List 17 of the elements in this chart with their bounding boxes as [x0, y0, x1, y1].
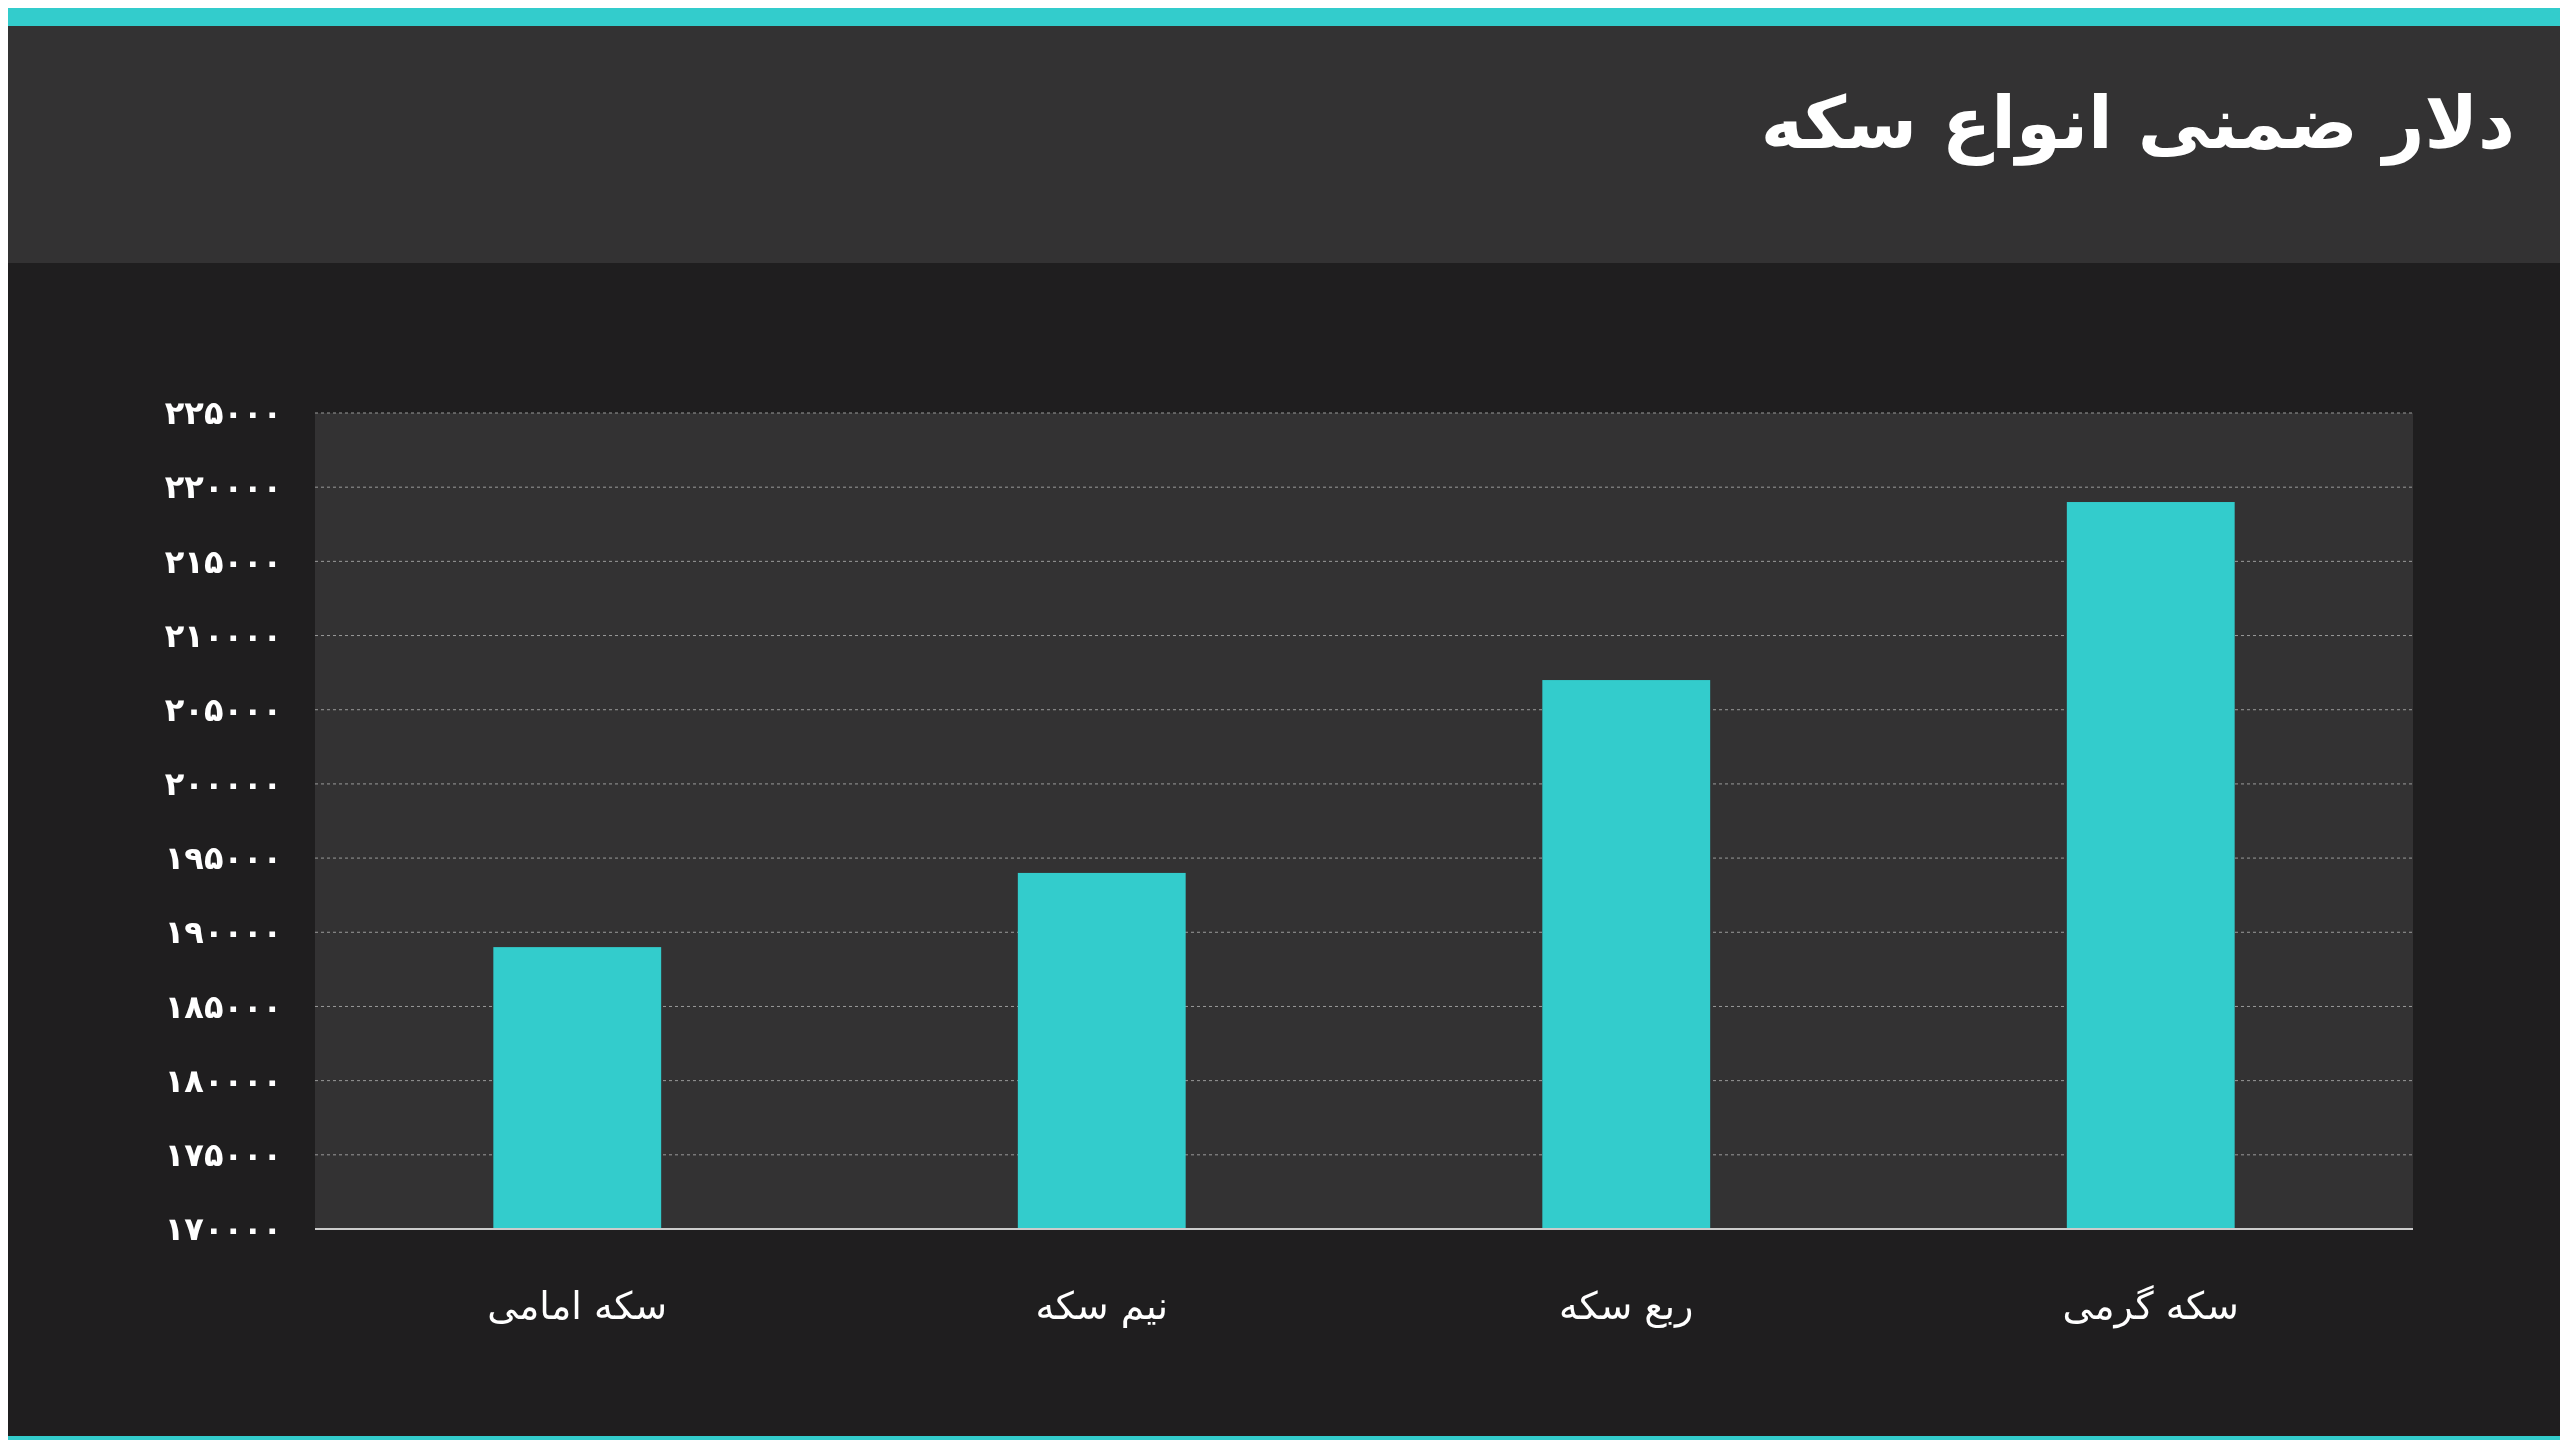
x-tick-label: سکه امامی — [487, 1284, 668, 1328]
y-tick-label: ۲۰۰۰۰۰ — [164, 765, 282, 804]
y-tick-label: ۲۲۰۰۰۰ — [164, 468, 282, 507]
y-tick-label: ۱۸۰۰۰۰ — [164, 1061, 282, 1100]
y-tick-label: ۱۷۰۰۰۰ — [164, 1210, 282, 1249]
x-tick-label: نیم سکه — [1035, 1284, 1169, 1328]
y-tick-label: ۲۰۵۰۰۰ — [164, 690, 282, 729]
x-tick-label: ربع سکه — [1559, 1284, 1694, 1329]
y-tick-label: ۱۸۵۰۰۰ — [164, 987, 282, 1026]
y-tick-label: ۱۹۰۰۰۰ — [164, 913, 282, 952]
y-tick-label: ۲۱۵۰۰۰ — [164, 542, 282, 581]
y-tick-label: ۱۹۵۰۰۰ — [164, 839, 282, 878]
chart-title: دلار ضمنی انواع سکه — [1760, 81, 2515, 166]
y-tick-label: ۱۷۵۰۰۰ — [164, 1136, 282, 1175]
y-tick-label: ۲۱۰۰۰۰ — [164, 616, 282, 655]
x-tick-label: سکه گرمی — [2062, 1284, 2239, 1329]
y-tick-label: ۲۲۵۰۰۰ — [164, 394, 282, 433]
